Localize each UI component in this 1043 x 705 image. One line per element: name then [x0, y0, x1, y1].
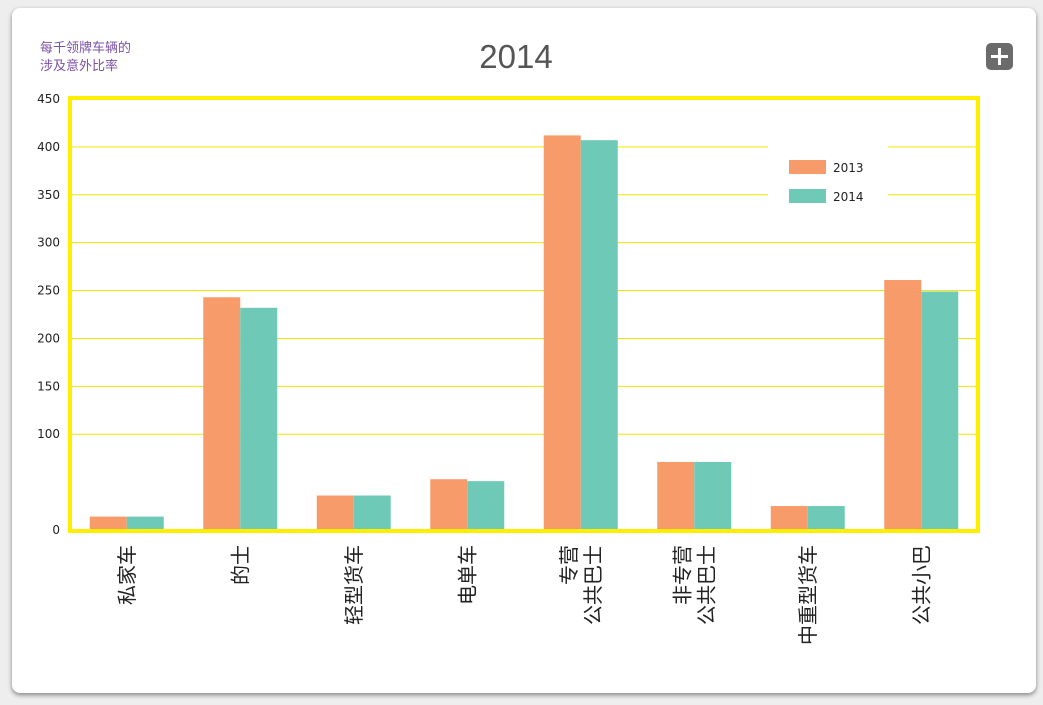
y-tick-label: 300 — [37, 236, 60, 250]
bar-2014[interactable] — [921, 291, 959, 530]
y-axis-title-line-2: 涉及意外比率 — [40, 59, 119, 74]
y-tick-label: 350 — [37, 188, 60, 202]
x-tick-label: 专营 — [557, 545, 581, 585]
bar-2014[interactable] — [353, 495, 391, 530]
legend-swatch — [789, 160, 826, 174]
expand-plus-icon[interactable] — [986, 43, 1013, 70]
legend-label: 2013 — [833, 161, 864, 175]
x-tick-label: 非专营 — [670, 545, 694, 605]
y-tick-label: 100 — [37, 427, 60, 441]
y-axis-title: 每千领牌车辆的 涉及意外比率 — [40, 40, 131, 76]
bar-2013[interactable] — [884, 280, 922, 530]
bar-2014[interactable] — [580, 140, 618, 530]
bar-2013[interactable] — [543, 135, 581, 530]
y-tick-label: 150 — [37, 379, 60, 393]
bar-2013[interactable] — [430, 479, 468, 530]
legend-label: 2014 — [833, 190, 864, 204]
bar-2014[interactable] — [240, 307, 278, 530]
y-tick-label: 250 — [37, 284, 60, 298]
x-tick-label: 公共巴士 — [694, 545, 718, 625]
y-tick-label: 0 — [52, 523, 60, 537]
x-tick-label: 中重型货车 — [796, 545, 820, 645]
bar-2013[interactable] — [203, 297, 241, 530]
y-tick-labels: 0 100 150 200 250 300 350 400 450 — [37, 92, 60, 537]
x-tick-labels: 私家车 的士 轻型货车 电单车 专营 公共巴士 非专营 公共巴士 中重型货车 公共小巴 — [115, 545, 934, 645]
y-tick-label: 200 — [37, 331, 60, 345]
x-tick-label: 私家车 — [115, 545, 139, 605]
x-tick-label: 电单车 — [455, 545, 479, 605]
bar-2014[interactable] — [807, 506, 845, 530]
x-tick-label: 公共巴士 — [581, 545, 605, 625]
bar-2013[interactable] — [89, 516, 127, 530]
bar-2013[interactable] — [770, 506, 808, 530]
bars — [89, 135, 959, 530]
bar-2014[interactable] — [467, 481, 505, 530]
legend: 2013 2014 — [768, 143, 888, 209]
bar-2013[interactable] — [657, 461, 695, 530]
y-tick-label: 450 — [37, 92, 60, 106]
x-tick-label: 公共小巴 — [909, 545, 933, 625]
bar-2014[interactable] — [694, 461, 732, 530]
chart-card — [12, 8, 1036, 693]
chart-title: 2014 — [479, 38, 553, 75]
y-tick-label: 400 — [37, 140, 60, 154]
legend-swatch — [789, 189, 826, 203]
bar-2014[interactable] — [126, 516, 164, 530]
x-tick-label: 轻型货车 — [342, 545, 366, 625]
legend-box — [768, 143, 888, 209]
y-axis-title-line-1: 每千领牌车辆的 — [40, 41, 132, 56]
x-tick-label: 的士 — [228, 545, 252, 585]
plot-frame — [68, 96, 980, 533]
bar-2013[interactable] — [316, 495, 354, 530]
